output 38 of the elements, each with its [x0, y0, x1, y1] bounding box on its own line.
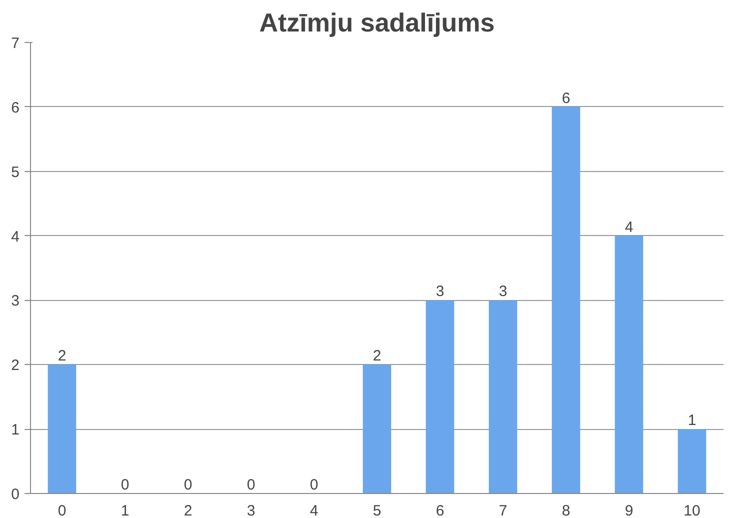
x-tick-label: 2 [184, 502, 192, 518]
y-tick-label: 5 [11, 164, 20, 181]
y-tick-label: 1 [11, 422, 20, 439]
bar [552, 106, 580, 494]
bar [362, 364, 392, 494]
x-tick-label: 4 [310, 502, 318, 518]
data-label: 2 [372, 348, 382, 365]
y-tick-label: 6 [11, 99, 20, 116]
data-label: 4 [624, 218, 634, 236]
x-tick-label: 5 [372, 502, 382, 518]
bar [614, 236, 644, 494]
x-tick-label: 7 [498, 502, 508, 518]
y-tick-label: 7 [11, 35, 20, 52]
data-label: 0 [120, 476, 130, 494]
y-tick-label: 2 [11, 357, 20, 374]
data-label: 0 [246, 476, 256, 494]
x-tick-label: 9 [624, 502, 634, 518]
data-label: 0 [310, 476, 318, 494]
data-label: 6 [562, 90, 570, 107]
bar [426, 300, 454, 494]
x-tick-label: 3 [246, 502, 256, 518]
data-label: 1 [688, 412, 696, 430]
data-label: 3 [498, 283, 508, 300]
x-tick-label: 6 [436, 502, 444, 518]
bar [678, 429, 706, 494]
x-tick-label: 1 [120, 502, 130, 518]
data-label: 3 [436, 283, 444, 300]
data-label: 2 [58, 348, 66, 365]
x-tick-label: 10 [684, 502, 700, 518]
data-label: 0 [184, 476, 192, 494]
x-tick-label: 8 [562, 502, 570, 518]
y-tick-label: 4 [11, 228, 20, 246]
x-tick-label: 0 [58, 502, 66, 518]
y-tick-label: 0 [11, 486, 20, 503]
y-tick-label: 3 [11, 292, 20, 310]
bar [488, 300, 518, 494]
chart-title: Atzīmju sadalījums [259, 8, 495, 38]
bar [48, 364, 76, 494]
